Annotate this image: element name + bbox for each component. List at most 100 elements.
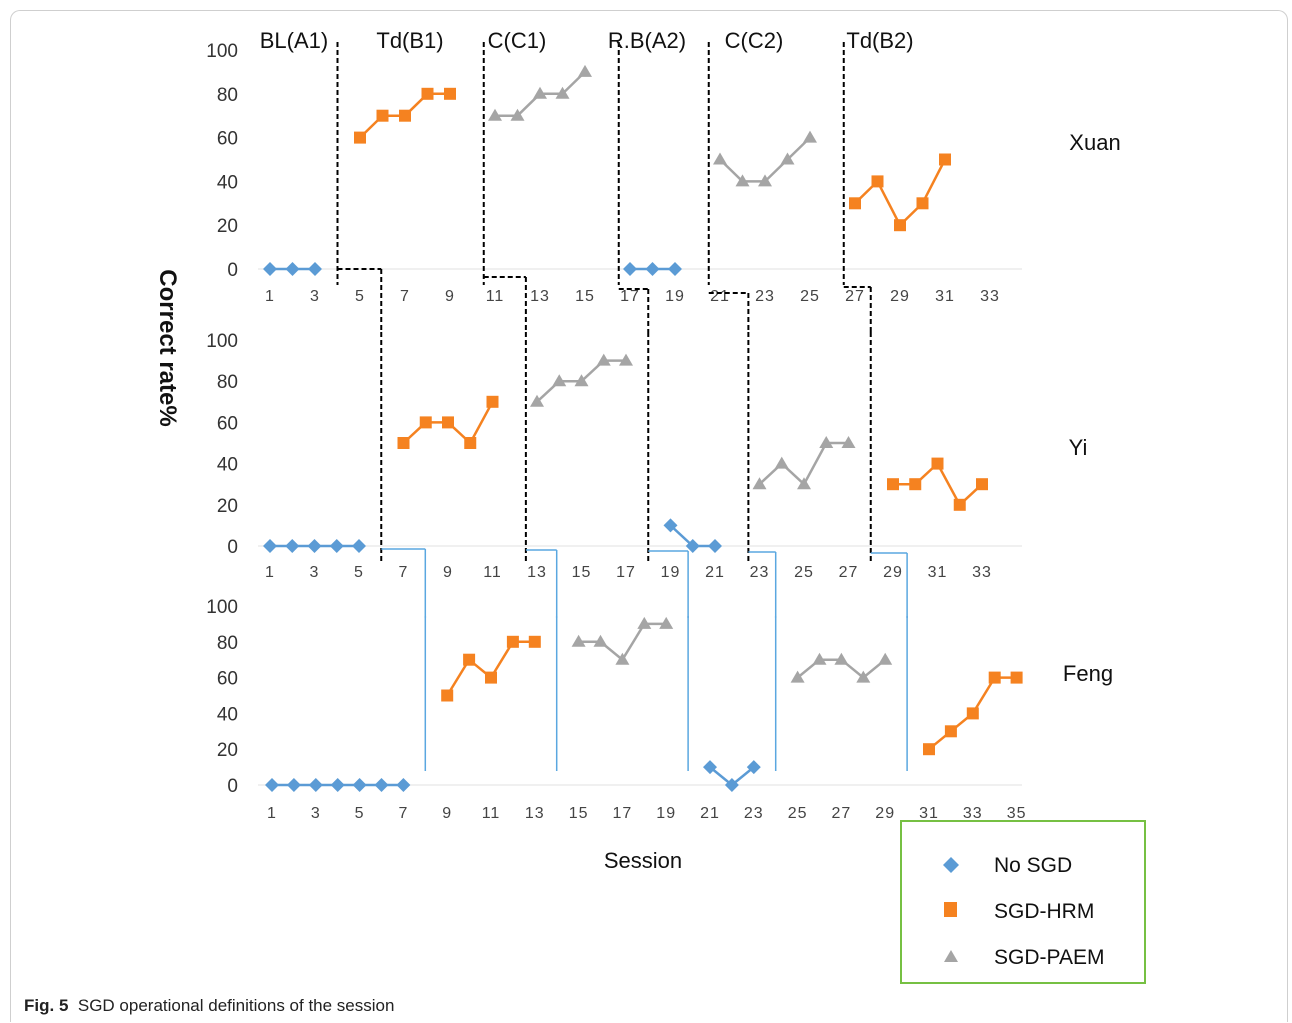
- x-tick-label: 11: [483, 564, 502, 581]
- x-tick-label: 13: [530, 288, 550, 305]
- x-tick-label: 27: [832, 805, 852, 822]
- sgd-paem-point: [593, 634, 608, 647]
- participant-label: Xuan: [1069, 130, 1120, 155]
- sgd-paem-point: [856, 670, 871, 683]
- sgd-hrm-point: [966, 707, 979, 720]
- x-tick-label: 25: [800, 288, 820, 305]
- y-tick-label: 40: [217, 704, 238, 725]
- sgd-paem-point: [533, 86, 547, 99]
- sgd-hrm-point: [486, 395, 499, 408]
- legend-label: SGD-HRM: [994, 900, 1095, 923]
- sgd-hrm-point: [1010, 671, 1023, 684]
- no-sgd-point: [746, 760, 761, 775]
- figure-caption: Fig. 5 SGD operational definitions of th…: [24, 996, 394, 1016]
- triangle-icon: [944, 950, 958, 962]
- x-tick-label: 31: [935, 288, 955, 305]
- x-axis-title: Session: [604, 848, 682, 873]
- diamond-icon: [943, 857, 959, 873]
- sgd-hrm-point: [397, 437, 410, 449]
- y-tick-label: 100: [206, 41, 238, 62]
- sgd-hrm-point: [939, 153, 951, 166]
- x-tick-label: 19: [661, 564, 681, 581]
- x-tick-label: 7: [399, 564, 409, 581]
- y-tick-label: 0: [227, 260, 238, 281]
- phase-label: C(C2): [725, 28, 784, 53]
- no-sgd-point: [396, 778, 411, 792]
- x-tick-label: 27: [845, 288, 865, 305]
- sgd-hrm-point: [988, 671, 1001, 684]
- sgd-hrm-point: [931, 457, 944, 470]
- sgd-paem-point: [596, 353, 611, 366]
- no-sgd-point: [374, 778, 389, 792]
- no-sgd-point: [308, 778, 323, 792]
- x-tick-label: 3: [310, 564, 320, 581]
- x-tick-label: 23: [755, 288, 775, 305]
- sgd-paem-point: [752, 477, 767, 490]
- no-sgd-point: [263, 539, 277, 553]
- phase-label: Td(B2): [846, 28, 913, 53]
- x-tick-label: 7: [398, 805, 408, 822]
- x-tick-label: 3: [310, 288, 320, 305]
- x-tick-label: 5: [354, 564, 364, 581]
- sgd-hrm-point: [916, 197, 929, 210]
- x-tick-label: 29: [890, 288, 910, 305]
- legend-label: SGD-PAEM: [994, 946, 1105, 969]
- sgd-paem-point: [812, 652, 827, 665]
- no-sgd-point: [307, 539, 322, 553]
- sgd-hrm-point: [909, 478, 922, 491]
- x-tick-label: 21: [700, 805, 720, 822]
- sgd-paem-point: [615, 652, 630, 665]
- x-tick-label: 25: [788, 805, 808, 822]
- sgd-paem-point: [637, 616, 652, 629]
- x-tick-label: 9: [443, 564, 453, 581]
- sgd-paem-point: [530, 394, 544, 407]
- hrm-series-line: [893, 461, 983, 507]
- legend-label: No SGD: [994, 854, 1073, 877]
- caption-text: SGD operational definitions of the sessi…: [77, 996, 395, 1015]
- x-tick-label: 1: [265, 288, 275, 305]
- no-sgd-point: [708, 539, 722, 553]
- participant-label: Yi: [1069, 435, 1088, 460]
- sgd-paem-point: [758, 174, 772, 187]
- y-tick-label: 40: [217, 172, 238, 193]
- x-tick-label: 17: [616, 564, 636, 581]
- sgd-hrm-point: [528, 635, 541, 648]
- y-tick-label: 20: [217, 740, 238, 761]
- sgd-hrm-point: [923, 743, 935, 756]
- x-tick-label: 31: [928, 564, 948, 581]
- x-tick-label: 1: [265, 564, 275, 581]
- sgd-hrm-point: [976, 478, 988, 491]
- x-tick-label: 5: [355, 288, 365, 305]
- legend: No SGD SGD-HRM SGD-PAEM: [900, 820, 1146, 984]
- x-tick-label: 23: [750, 564, 770, 581]
- y-tick-label: 60: [217, 413, 238, 434]
- no-sgd-point: [263, 262, 277, 276]
- no-sgd-point: [265, 778, 279, 792]
- y-tick-label: 20: [217, 216, 238, 237]
- sgd-hrm-point: [506, 635, 519, 648]
- sgd-paem-point: [510, 108, 525, 121]
- sgd-hrm-point: [376, 109, 389, 122]
- sgd-hrm-point: [894, 219, 906, 232]
- sgd-hrm-point: [944, 725, 957, 738]
- y-tick-label: 80: [217, 85, 238, 106]
- sgd-paem-point: [841, 436, 856, 448]
- x-tick-label: 25: [794, 564, 814, 581]
- x-tick-label: 21: [710, 288, 730, 305]
- sgd-hrm-point: [399, 109, 411, 122]
- x-tick-label: 11: [482, 805, 501, 822]
- no-sgd-point: [645, 262, 660, 276]
- x-tick-label: 17: [620, 288, 640, 305]
- x-tick-label: 13: [525, 805, 545, 822]
- x-tick-label: 9: [445, 288, 455, 305]
- y-tick-label: 40: [217, 455, 238, 476]
- sgd-paem-point: [780, 152, 795, 165]
- x-tick-label: 15: [572, 564, 592, 581]
- phase-label: R.B(A2): [608, 28, 686, 53]
- no-sgd-point: [352, 539, 366, 553]
- y-tick-label: 0: [227, 776, 238, 797]
- sgd-hrm-point: [871, 175, 884, 188]
- x-tick-label: 19: [656, 805, 676, 822]
- square-icon: [944, 902, 957, 917]
- no-sgd-point: [286, 778, 301, 792]
